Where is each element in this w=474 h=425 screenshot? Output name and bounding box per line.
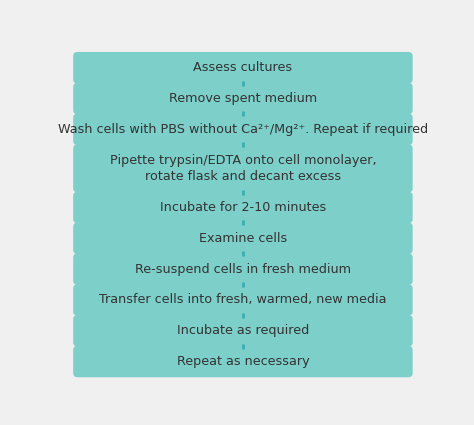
Text: Wash cells with PBS without Ca²⁺/Mg²⁺. Repeat if required: Wash cells with PBS without Ca²⁺/Mg²⁺. R… (58, 123, 428, 136)
Text: Remove spent medium: Remove spent medium (169, 92, 317, 105)
Text: Examine cells: Examine cells (199, 232, 287, 245)
Text: Incubate for 2-10 minutes: Incubate for 2-10 minutes (160, 201, 326, 214)
FancyBboxPatch shape (73, 192, 413, 223)
FancyBboxPatch shape (73, 83, 413, 114)
FancyBboxPatch shape (73, 52, 413, 83)
FancyBboxPatch shape (73, 253, 413, 285)
Text: Re-suspend cells in fresh medium: Re-suspend cells in fresh medium (135, 263, 351, 275)
Text: Pipette trypsin/EDTA onto cell monolayer,
rotate flask and decant excess: Pipette trypsin/EDTA onto cell monolayer… (109, 154, 376, 183)
FancyBboxPatch shape (73, 223, 413, 254)
FancyBboxPatch shape (73, 315, 413, 346)
Text: Assess cultures: Assess cultures (193, 61, 292, 74)
Text: Transfer cells into fresh, warmed, new media: Transfer cells into fresh, warmed, new m… (99, 293, 387, 306)
FancyBboxPatch shape (73, 113, 413, 145)
Text: Repeat as necessary: Repeat as necessary (177, 355, 309, 368)
Text: Incubate as required: Incubate as required (177, 324, 309, 337)
FancyBboxPatch shape (73, 346, 413, 377)
FancyBboxPatch shape (73, 284, 413, 316)
FancyBboxPatch shape (73, 144, 413, 193)
